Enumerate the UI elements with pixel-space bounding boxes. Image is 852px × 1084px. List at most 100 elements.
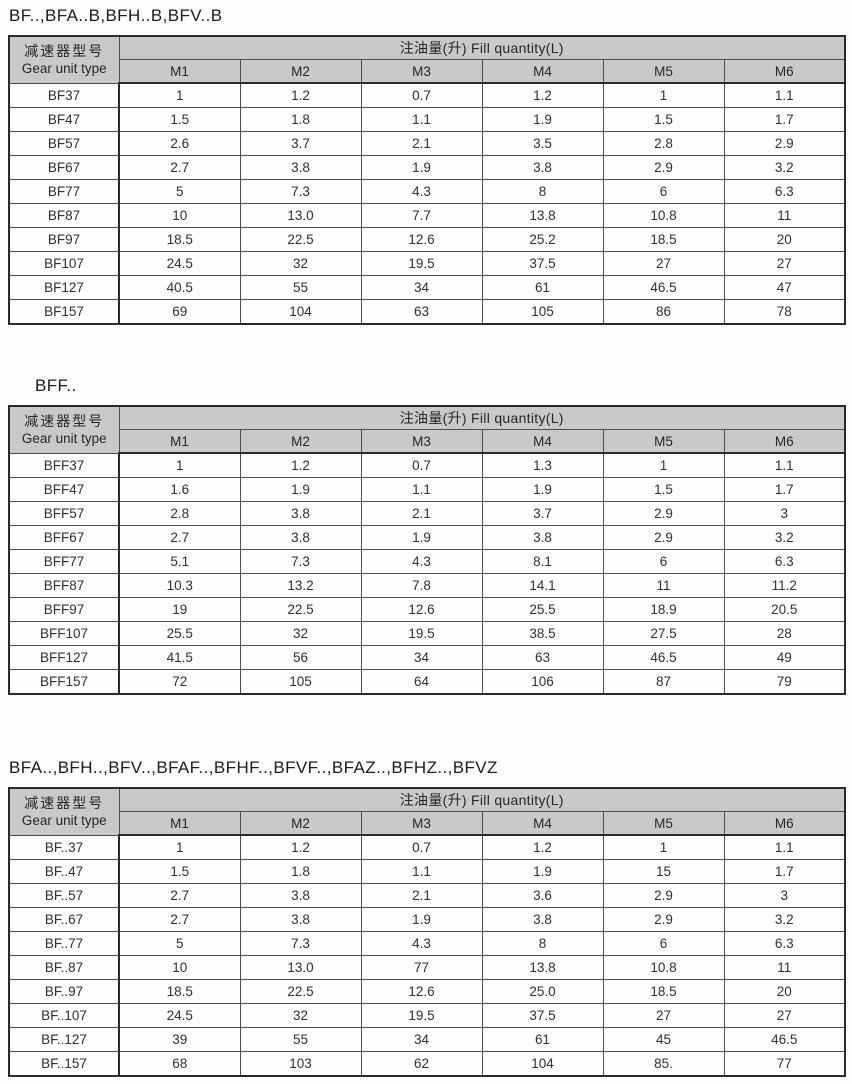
fill-quantity-cell: 15 [602,859,725,884]
fill-quantity-cell: 3 [723,501,846,526]
fill-quantity-cell: 3.8 [239,501,362,526]
table-row: BFF127 41.5 56 34 63 46.5 49 [8,645,846,670]
fill-quantity-table: 减速器型号 Gear unit type 注油量(升) Fill quantit… [8,787,846,1077]
fill-quantity-cell: 12.6 [360,597,483,622]
fill-quantity-cell: 104 [481,1051,604,1077]
fill-quantity-cell: 1.2 [481,82,604,108]
fill-quantity-cell: 2.9 [602,883,725,908]
fill-quantity-cell: 1.7 [723,107,846,132]
fill-quantity-cell: 27 [602,251,725,276]
fill-quantity-cell: 18.5 [602,227,725,252]
fill-quantity-cell: 2.1 [360,883,483,908]
table-header-row-top: 减速器型号 Gear unit type 注油量(升) Fill quantit… [8,35,846,84]
fill-quantity-cell: 7.3 [239,931,362,956]
fill-quantity-cell: 1.9 [360,907,483,932]
table-row: BFF67 2.7 3.8 1.9 3.8 2.9 3.2 [8,525,846,550]
fill-quantity-cell: 27 [602,1003,725,1028]
column-header-m1: M1 [118,811,241,836]
gear-unit-type-cell: BFF127 [8,645,120,670]
fill-quantity-cell: 10.3 [118,573,241,598]
table-row: BF87 10 13.0 7.7 13.8 10.8 11 [8,203,846,228]
column-header-m4: M4 [481,429,604,454]
fill-quantity-cell: 1.8 [239,107,362,132]
gear-unit-type-cell: BFF77 [8,549,120,574]
table-title: BF..,BFA..B,BFH..B,BFV..B [9,6,223,25]
fill-quantity-cell: 2.9 [602,907,725,932]
fill-quantity-cell: 62 [360,1051,483,1077]
fill-quantity-cell: 1 [118,452,241,478]
fill-quantity-cell: 19.5 [360,621,483,646]
fill-quantity-cell: 61 [481,275,604,300]
fill-quantity-cell: 32 [239,1003,362,1028]
fill-quantity-cell: 46.5 [723,1027,846,1052]
table-header-row-measures: M1 M2 M3 M4 M5 M6 [9,811,846,836]
gear-unit-type-label-en: Gear unit type [21,812,107,828]
table-header-row-top: 减速器型号 Gear unit type 注油量(升) Fill quantit… [8,787,846,836]
table-section-bff: BFF.. 减速器型号 Gear unit type 注油量(升) Fill q… [8,376,846,695]
fill-quantity-cell: 87 [602,669,725,695]
fill-quantity-cell: 2.1 [360,501,483,526]
fill-quantity-cell: 10 [118,955,241,980]
fill-quantity-cell: 1.9 [239,477,362,502]
fill-quantity-cell: 3.6 [481,883,604,908]
fill-quantity-cell: 11 [602,573,725,598]
fill-quantity-cell: 8 [481,931,604,956]
table-row: BFF77 5.1 7.3 4.3 8.1 6 6.3 [8,549,846,574]
fill-quantity-cell: 1 [602,834,725,860]
fill-quantity-cell: 11.2 [723,573,846,598]
fill-quantity-cell: 7.3 [239,549,362,574]
fill-quantity-cell: 1.5 [602,477,725,502]
table-row: BF37 1 1.2 0.7 1.2 1 1.1 [8,82,846,108]
fill-quantity-cell: 2.1 [360,131,483,156]
fill-quantity-cell: 7.7 [360,203,483,228]
fill-quantity-cell: 7.3 [239,179,362,204]
fill-quantity-cell: 39 [118,1027,241,1052]
fill-quantity-cell: 3.7 [481,501,604,526]
fill-quantity-table: 减速器型号 Gear unit type 注油量(升) Fill quantit… [8,405,846,695]
fill-quantity-cell: 1.1 [360,477,483,502]
fill-quantity-cell: 28 [723,621,846,646]
gear-unit-type-cell: BF107 [8,251,120,276]
fill-quantity-cell: 6 [602,931,725,956]
fill-quantity-cell: 41.5 [118,645,241,670]
table-header-row-top: 减速器型号 Gear unit type 注油量(升) Fill quantit… [8,405,846,454]
gear-unit-type-cell: BF77 [8,179,120,204]
table-row: BF..157 68 103 62 104 85. 77 [8,1051,846,1077]
fill-quantity-cell: 11 [723,203,846,228]
fill-quantity-cell: 1.2 [239,834,362,860]
gear-unit-type-cell: BF..47 [8,859,120,884]
table-row: BF..107 24.5 32 19.5 37.5 27 27 [8,1003,846,1028]
fill-quantity-cell: 14.1 [481,573,604,598]
fill-quantity-cell: 38.5 [481,621,604,646]
fill-quantity-cell: 1 [602,82,725,108]
fill-quantity-cell: 40.5 [118,275,241,300]
gear-unit-type-cell: BFF37 [8,452,120,478]
fill-quantity-cell: 2.6 [118,131,241,156]
fill-quantity-cell: 6.3 [723,549,846,574]
gear-unit-type-cell: BFF67 [8,525,120,550]
fill-quantity-cell: 4.3 [360,549,483,574]
fill-quantity-cell: 32 [239,621,362,646]
fill-quantity-cell: 20 [723,979,846,1004]
fill-quantity-cell: 2.9 [723,131,846,156]
fill-quantity-cell: 3.2 [723,155,846,180]
table-title: BFF.. [35,376,77,395]
table-row: BF..67 2.7 3.8 1.9 3.8 2.9 3.2 [8,907,846,932]
fill-quantity-cell: 3.8 [239,883,362,908]
fill-quantity-cell: 1.7 [723,859,846,884]
fill-quantity-cell: 24.5 [118,1003,241,1028]
fill-quantity-cell: 13.8 [481,203,604,228]
fill-quantity-cell: 13.0 [239,203,362,228]
table-body: BFF37 1 1.2 0.7 1.3 1 1.1 BFF47 1.6 1.9 1.1 1.9 1.5 1… [8,452,846,695]
fill-quantity-cell: 2.7 [118,525,241,550]
table-body: BF37 1 1.2 0.7 1.2 1 1.1 BF47 1.5 1.8 1.1 1.9 1.5 1.7… [8,82,846,325]
gear-unit-type-cell: BF..37 [8,834,120,860]
fill-quantity-cell: 1.1 [723,452,846,478]
gear-unit-type-cell: BF..107 [8,1003,120,1028]
column-header-m5: M5 [602,59,725,84]
fill-quantity-cell: 61 [481,1027,604,1052]
gear-unit-type-cell: BFF87 [8,573,120,598]
fill-quantity-cell: 1.7 [723,477,846,502]
fill-quantity-cell: 63 [360,299,483,325]
